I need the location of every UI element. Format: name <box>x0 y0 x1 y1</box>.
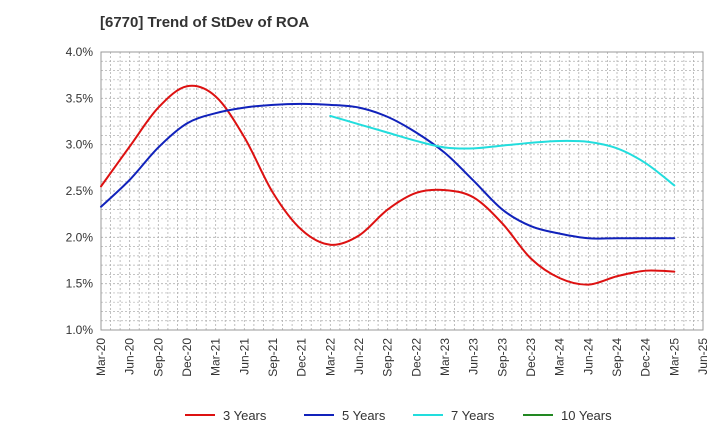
x-tick-label: Dec-20 <box>180 338 194 377</box>
x-tick-label: Jun-25 <box>696 338 710 375</box>
x-tick-label: Mar-21 <box>209 338 223 376</box>
axis-layer: 1.0% 1.5% 2.0% 2.5% 3.0% 3.5% 4.0% Mar-20 Jun-20… <box>66 45 710 377</box>
y-tick-label: 3.0% <box>66 138 94 152</box>
x-tick-label: Sep-22 <box>381 338 395 377</box>
x-tick-label: Mar-25 <box>667 338 681 376</box>
y-tick-label: 4.0% <box>66 45 94 59</box>
x-tick-label: Mar-24 <box>553 338 567 376</box>
y-tick-label: 2.5% <box>66 184 94 198</box>
y-tick-label: 2.0% <box>66 230 94 244</box>
series-layer <box>100 84 676 286</box>
x-tick-label: Sep-23 <box>495 338 509 377</box>
series-line-3-years <box>100 84 676 286</box>
x-tick-label: Jun-24 <box>581 338 595 375</box>
y-tick-label: 1.0% <box>66 323 94 337</box>
x-tick-label: Sep-21 <box>266 338 280 377</box>
plot-frame <box>100 51 704 331</box>
x-tick-label: Dec-21 <box>295 338 309 377</box>
x-tick-label: Dec-24 <box>639 338 653 377</box>
x-tick-label: Sep-24 <box>610 338 624 377</box>
x-tick-label: Mar-20 <box>94 338 108 376</box>
series-line-5-years <box>100 102 676 240</box>
x-tick-label: Jun-23 <box>467 338 481 375</box>
x-tick-label: Dec-23 <box>524 338 538 377</box>
x-tick-label: Jun-21 <box>237 338 251 375</box>
y-tick-label: 3.5% <box>66 91 94 105</box>
legend: 3 Years 5 Years 7 Years 10 Years <box>185 408 612 423</box>
series-line-7-years <box>329 114 676 187</box>
x-tick-label: Jun-20 <box>123 338 137 375</box>
legend-label-10-years: 10 Years <box>561 408 612 423</box>
x-tick-label: Mar-23 <box>438 338 452 376</box>
x-tick-label: Dec-22 <box>409 338 423 377</box>
grid-layer <box>101 52 703 330</box>
y-tick-label: 1.5% <box>66 277 94 291</box>
x-tick-label: Jun-22 <box>352 338 366 375</box>
chart-title: [6770] Trend of StDev of ROA <box>100 14 310 31</box>
legend-label-5-years: 5 Years <box>342 408 386 423</box>
legend-label-7-years: 7 Years <box>451 408 495 423</box>
legend-label-3-years: 3 Years <box>223 408 267 423</box>
x-tick-label: Sep-20 <box>151 338 165 377</box>
x-tick-label: Mar-22 <box>323 338 337 376</box>
